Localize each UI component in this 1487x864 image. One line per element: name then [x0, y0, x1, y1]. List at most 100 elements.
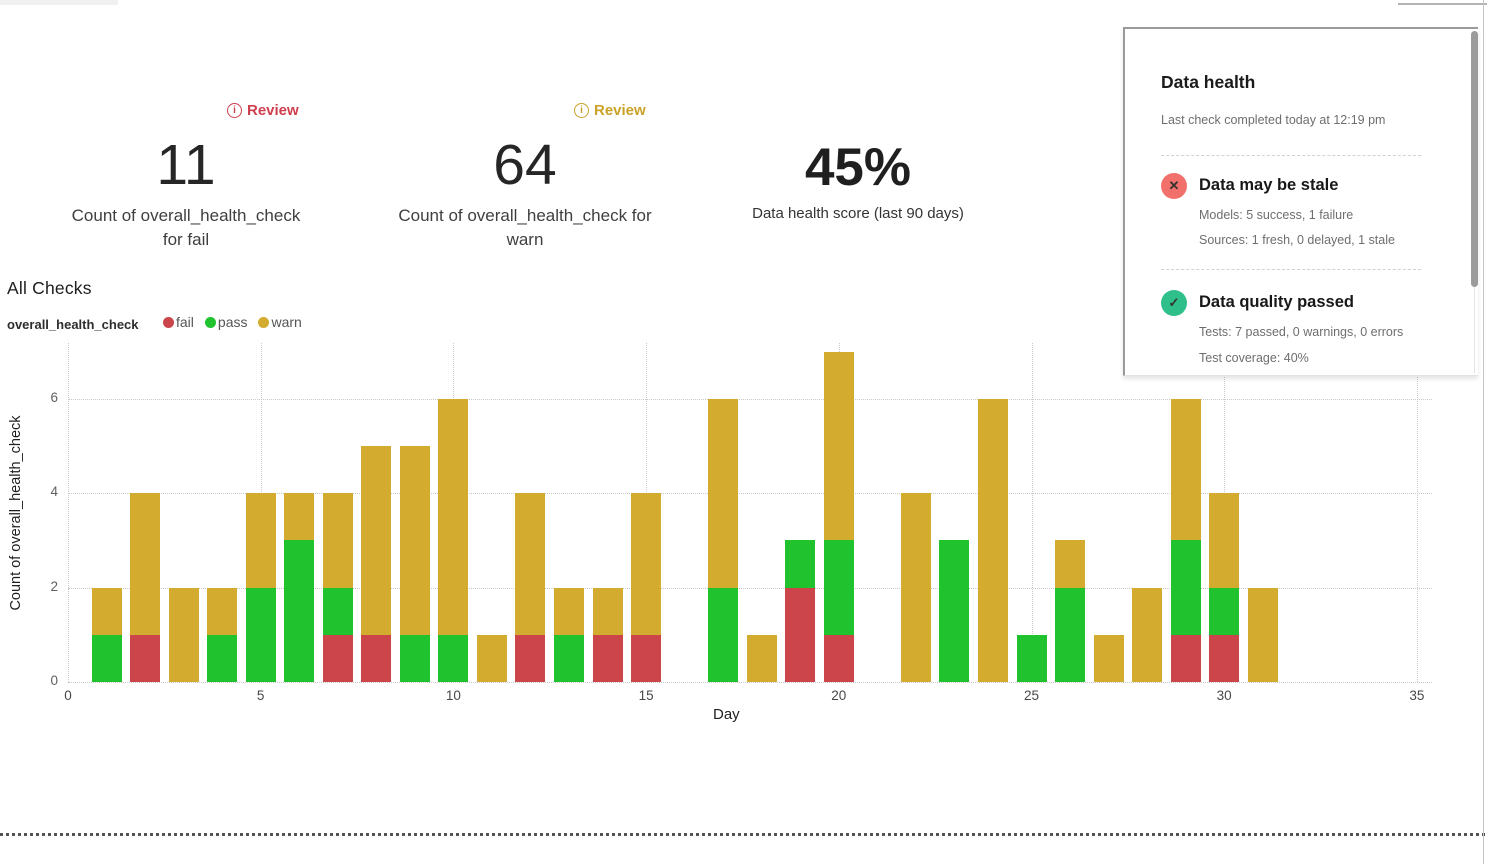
bar-segment-fail[interactable]: [785, 587, 816, 682]
review-badge-fail[interactable]: i Review: [227, 102, 299, 119]
bar-segment-pass[interactable]: [245, 587, 276, 682]
x-tick-label: 10: [445, 688, 461, 703]
window-top-strip: [0, 0, 118, 5]
bar-segment-warn[interactable]: [746, 634, 777, 682]
bar-segment-warn[interactable]: [554, 587, 585, 635]
bar-segment-warn[interactable]: [1055, 540, 1086, 588]
bar-segment-fail[interactable]: [322, 634, 353, 682]
bar-segment-pass[interactable]: [1209, 587, 1240, 635]
check-circle-icon: ✓: [1161, 290, 1187, 316]
bar-segment-warn[interactable]: [1209, 493, 1240, 588]
bar-segment-warn[interactable]: [1247, 587, 1278, 682]
bar-segment-pass[interactable]: [785, 540, 816, 588]
section-title: All Checks: [7, 278, 92, 298]
x-tick-label: 35: [1409, 688, 1425, 703]
bar-segment-warn[interactable]: [977, 398, 1008, 682]
x-gridline: [68, 343, 69, 682]
bar-segment-warn[interactable]: [900, 493, 931, 682]
bar-segment-warn[interactable]: [322, 493, 353, 588]
legend-item-pass[interactable]: pass: [204, 314, 247, 330]
divider: [1161, 155, 1421, 156]
legend-label: warn: [271, 314, 302, 330]
bar-segment-warn[interactable]: [1170, 398, 1201, 541]
status-title-stale: Data may be stale: [1199, 176, 1339, 194]
y-gridline: [68, 398, 1432, 400]
y-gridline: [68, 493, 1432, 495]
bar-segment-warn[interactable]: [130, 493, 161, 635]
bar-segment-pass[interactable]: [399, 634, 430, 682]
bar-segment-pass[interactable]: [823, 540, 854, 635]
bar-segment-pass[interactable]: [284, 540, 315, 682]
bar-segment-pass[interactable]: [708, 587, 739, 682]
bar-segment-warn[interactable]: [284, 493, 315, 541]
y-gridline: [68, 682, 1432, 683]
metric-score-label: Data health score (last 90 days): [752, 205, 964, 222]
panel-scrollbar-thumb[interactable]: [1471, 31, 1478, 287]
bar-segment-warn[interactable]: [1132, 587, 1163, 682]
metric-warn-label: Count of overall_health_check for warn: [398, 206, 652, 250]
bar-segment-pass[interactable]: [939, 540, 970, 682]
chart-legend: fail pass warn: [163, 314, 302, 330]
bar-segment-pass[interactable]: [1055, 587, 1086, 682]
x-tick-label: 5: [256, 688, 265, 703]
panel-title: Data health: [1161, 72, 1256, 92]
bar-segment-warn[interactable]: [515, 493, 546, 635]
bar-segment-fail[interactable]: [592, 634, 623, 682]
status-detail: Sources: 1 fresh, 0 delayed, 1 stale: [1199, 233, 1395, 247]
bar-segment-fail[interactable]: [130, 634, 161, 682]
metric-fail-value: 11: [156, 133, 216, 197]
legend-group-label: overall_health_check: [7, 317, 139, 332]
review-badge-warn[interactable]: i Review: [574, 102, 646, 119]
bar-segment-pass[interactable]: [438, 634, 469, 682]
x-axis-title: Day: [713, 706, 740, 723]
bar-segment-warn[interactable]: [592, 587, 623, 635]
legend-item-fail[interactable]: fail: [163, 314, 194, 330]
info-icon: i: [227, 103, 242, 118]
bar-segment-fail[interactable]: [361, 634, 392, 682]
bar-segment-fail[interactable]: [823, 634, 854, 682]
info-icon: i: [574, 103, 589, 118]
bar-segment-fail[interactable]: [631, 634, 662, 682]
status-title-quality: Data quality passed: [1199, 293, 1354, 311]
status-detail: Tests: 7 passed, 0 warnings, 0 errors: [1199, 325, 1404, 339]
metric-fail-label: Count of overall_health_check for fail: [71, 206, 301, 250]
bar-segment-pass[interactable]: [554, 634, 585, 682]
bar-segment-fail[interactable]: [1170, 634, 1201, 682]
bar-segment-pass[interactable]: [1016, 634, 1047, 682]
bar-segment-warn[interactable]: [207, 587, 238, 635]
bar-segment-pass[interactable]: [1170, 540, 1201, 635]
bar-segment-warn[interactable]: [631, 493, 662, 635]
x-circle-icon: ✕: [1161, 173, 1187, 199]
x-icon: ✕: [1168, 178, 1180, 193]
bar-segment-warn[interactable]: [476, 634, 507, 682]
bar-segment-warn[interactable]: [708, 398, 739, 588]
bar-segment-warn[interactable]: [823, 351, 854, 541]
legend-item-warn[interactable]: warn: [258, 314, 302, 330]
x-tick-label: 15: [638, 688, 654, 703]
bar-segment-warn[interactable]: [91, 587, 122, 635]
bar-segment-warn[interactable]: [168, 587, 199, 682]
panel-subtitle: Last check completed today at 12:19 pm: [1161, 113, 1386, 127]
bar-segment-fail[interactable]: [515, 634, 546, 682]
x-gridline: [1416, 343, 1418, 682]
panel-scrollbar-track: [1474, 287, 1475, 373]
bar-segment-pass[interactable]: [91, 634, 122, 682]
window-right-edge: [1483, 0, 1484, 864]
bar-segment-warn[interactable]: [399, 446, 430, 635]
bar-segment-pass[interactable]: [207, 634, 238, 682]
bar-segment-fail[interactable]: [1209, 634, 1240, 682]
bar-segment-pass[interactable]: [322, 587, 353, 635]
y-gridline: [68, 587, 1432, 589]
pass-dot-icon: [204, 316, 216, 328]
review-badge-label: Review: [247, 102, 299, 119]
bar-segment-warn[interactable]: [361, 446, 392, 635]
bar-segment-warn[interactable]: [245, 493, 276, 588]
fail-dot-icon: [163, 316, 174, 328]
bar-segment-warn[interactable]: [1093, 634, 1124, 682]
review-badge-label: Review: [594, 102, 646, 119]
divider: [1161, 269, 1421, 270]
bar-segment-warn[interactable]: [438, 398, 469, 635]
status-detail: Test coverage: 40%: [1199, 351, 1309, 365]
window-top-edge: [1398, 3, 1487, 5]
